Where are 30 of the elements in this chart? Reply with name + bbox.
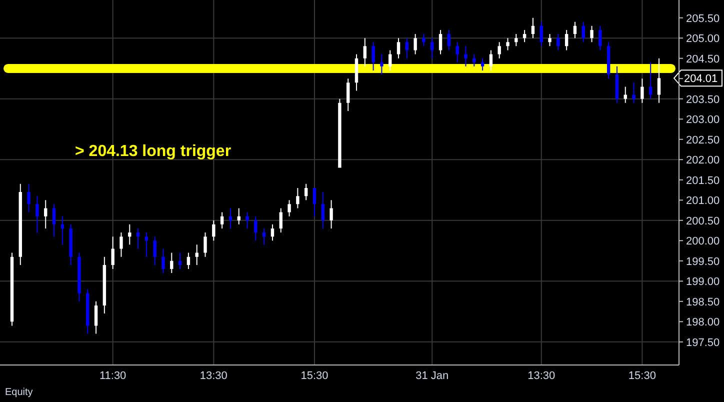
annotation: > 204.13 long trigger xyxy=(75,143,232,160)
x-tick-label: 13:30 xyxy=(200,370,228,382)
candlestick xyxy=(464,46,468,66)
y-tick-label: 200.00 xyxy=(686,236,720,248)
text: Equity xyxy=(5,387,33,398)
x-tick-label: 13:30 xyxy=(528,370,556,382)
y-tick-label: 205.00 xyxy=(686,33,720,46)
candlestick xyxy=(36,196,39,233)
x-tick-label: 15:30 xyxy=(300,370,328,382)
y-tick-label: 199.50 xyxy=(686,256,720,268)
y-tick-label: 197.50 xyxy=(686,336,720,349)
y-tick-label: 200.50 xyxy=(686,215,720,228)
candlestick xyxy=(456,42,459,62)
candlestick xyxy=(380,54,384,75)
candlestick xyxy=(632,82,636,103)
y-tick-label: 205.50 xyxy=(686,12,720,25)
y-tick-label: 204.50 xyxy=(686,53,720,66)
y-tick-label: 199.00 xyxy=(686,276,720,288)
y-tick-label: 203.50 xyxy=(686,94,720,106)
y-tick-label: 201.00 xyxy=(686,195,720,208)
y-tick-label: 198.50 xyxy=(686,296,720,308)
y-tick-label: 203.00 xyxy=(686,114,720,126)
text: 204.01 xyxy=(684,73,718,86)
x-tick-label: 31 Jan xyxy=(416,370,449,382)
y-tick-label: 201.50 xyxy=(686,174,720,187)
y-tick-label: 202.50 xyxy=(686,134,720,146)
y-tick-label: 198.00 xyxy=(686,316,720,329)
y-tick-label: 202.00 xyxy=(686,154,720,167)
x-tick-label: 11:30 xyxy=(99,370,126,382)
x-tick-label: 15:30 xyxy=(628,370,656,382)
